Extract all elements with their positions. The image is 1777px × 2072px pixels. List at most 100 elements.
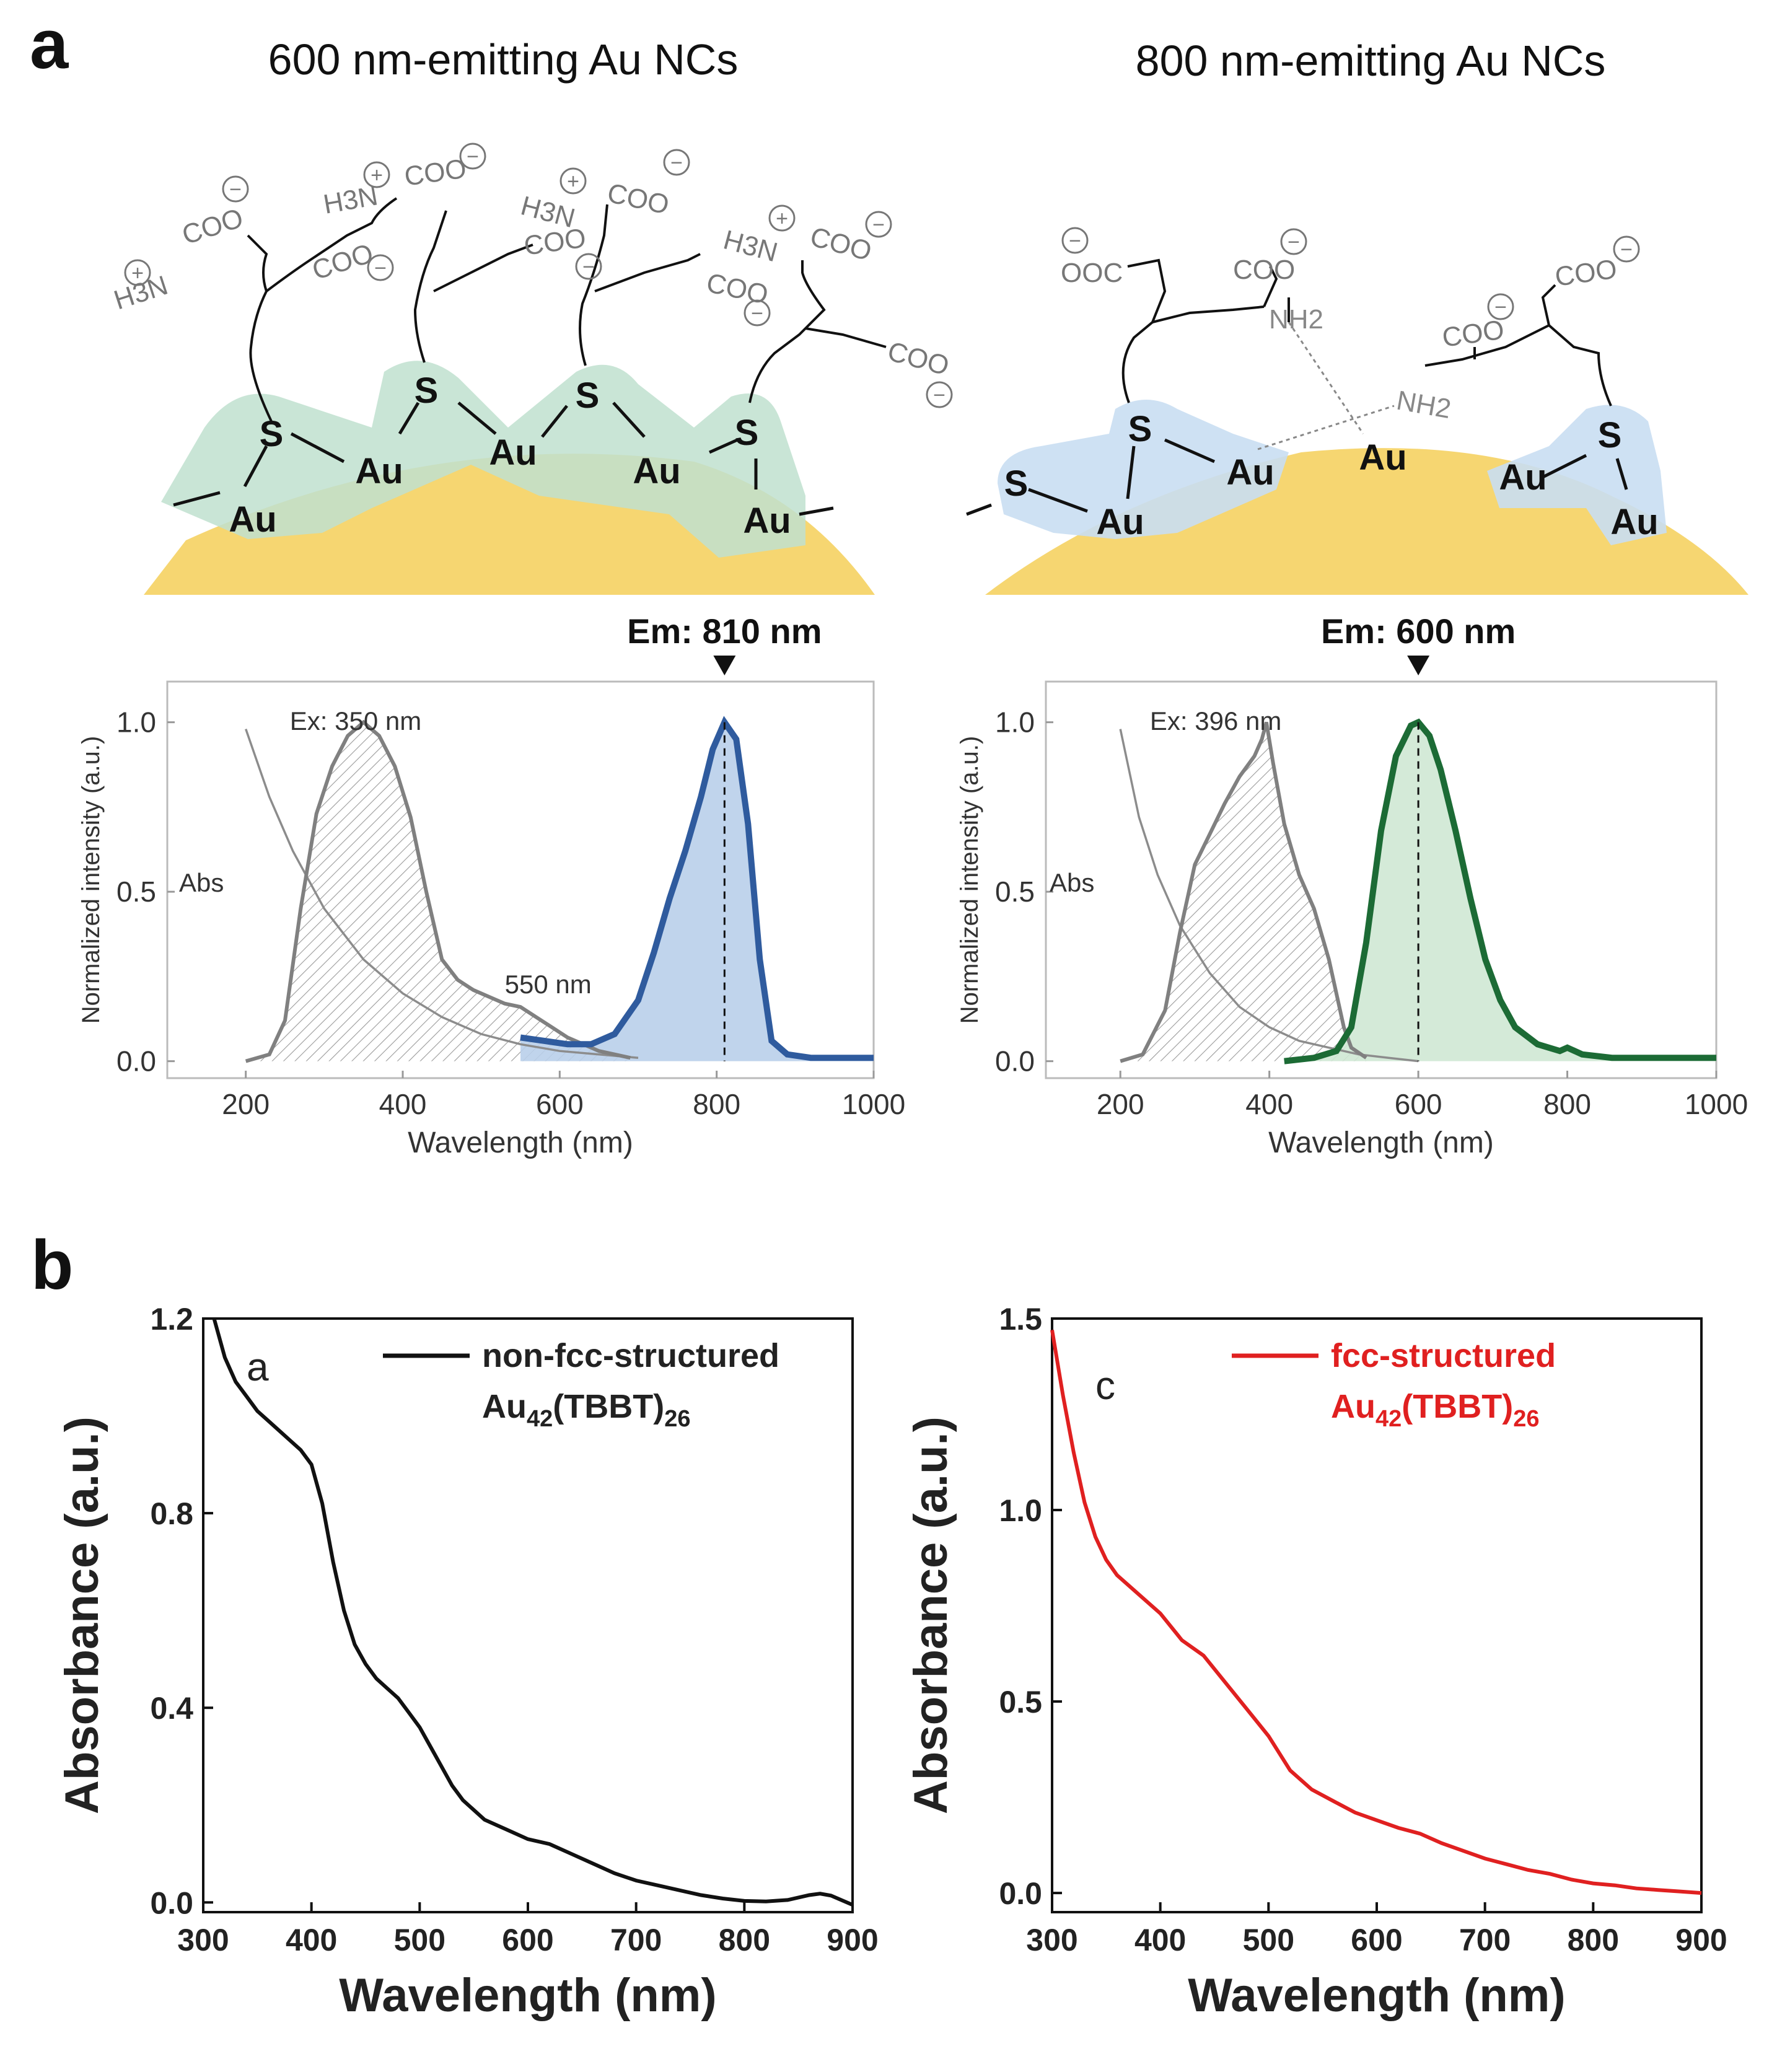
atom-au: Au — [1226, 452, 1274, 493]
y-axis-label: Normalized intensity (a.u.) — [77, 736, 105, 1024]
x-tick-label: 300 — [1026, 1923, 1077, 1957]
abs-label: Abs — [1050, 868, 1094, 897]
x-tick-label: 1000 — [1685, 1088, 1748, 1120]
staple-shell-left — [161, 361, 805, 558]
x-tick-label: 700 — [610, 1923, 662, 1957]
group-coo: COO — [403, 153, 468, 191]
x-tick-label: 800 — [719, 1923, 770, 1957]
atom-s: S — [1598, 415, 1622, 455]
series-line-emission — [1284, 718, 1716, 1065]
x-axis-label: Wavelength (nm) — [408, 1126, 633, 1159]
y-tick-label: 0.5 — [116, 876, 156, 908]
emission-area — [1284, 722, 1716, 1061]
y-tick-label: 1.5 — [999, 1302, 1042, 1337]
emission-peak-marker — [1407, 656, 1430, 675]
x-tick-label: 600 — [502, 1923, 553, 1957]
chart-600nm-spectra: 200 400 600 800 1000 0.0 0.5 1.0 Wavelength (nm)… — [77, 612, 905, 1159]
series-line-absorbance — [212, 1318, 854, 1907]
x-tick-label: 400 — [286, 1923, 337, 1957]
group-nh2: NH2 — [1269, 304, 1323, 335]
abs-label: Abs — [179, 868, 224, 897]
atom-s: S — [576, 375, 600, 416]
x-tick-label: 600 — [536, 1088, 584, 1120]
y-tick-label: 0.5 — [999, 1685, 1042, 1719]
group-coo: COO — [309, 238, 377, 286]
atom-s: S — [1128, 409, 1152, 449]
charge-plus: + — [371, 164, 383, 187]
x-tick-label: 800 — [1543, 1088, 1591, 1120]
plot-frame — [166, 680, 875, 1079]
schematic-600nm: S S S S Au Au Au Au Au H3N COO COO H3N C… — [110, 143, 953, 595]
y-tick-label: 0.5 — [995, 876, 1035, 908]
emission-peak-marker — [713, 656, 736, 675]
y-tick-label: 0.8 — [150, 1496, 193, 1531]
legend-formula-part: Au — [1331, 1388, 1376, 1425]
x-axis-label: Wavelength (nm) — [339, 1969, 716, 2022]
panel-a-right-title: 800 nm-emitting Au NCs — [1136, 37, 1606, 85]
group-coo: COO — [605, 178, 672, 221]
x-tick-label: 700 — [1459, 1923, 1511, 1957]
x-axis-label: Wavelength (nm) — [1188, 1969, 1565, 2022]
legend-formula: Au42(TBBT)26 — [1331, 1388, 1539, 1432]
chart-non-fcc-absorbance: 300 400 500 600 700 800 900 0.0 0.4 0.8 1.2 Wavelen… — [56, 1302, 879, 2022]
panel-a-label: a — [30, 6, 69, 83]
series-line-abs — [245, 729, 639, 1059]
charge-plus: + — [567, 170, 579, 193]
atom-au: Au — [355, 451, 403, 491]
charge-plus: + — [131, 261, 144, 285]
y-tick-label: 1.0 — [116, 706, 156, 739]
corner-label: c — [1095, 1363, 1115, 1408]
legend-formula-part: Au — [482, 1388, 527, 1425]
atom-s: S — [1004, 463, 1029, 504]
x-tick-label: 600 — [1351, 1923, 1402, 1957]
atom-au: Au — [1096, 502, 1144, 542]
legend-formula-part: 26 — [1513, 1406, 1539, 1432]
y-tick-label: 1.2 — [150, 1302, 193, 1337]
y-axis-label: Absorbance (a.u.) — [905, 1416, 957, 1814]
x-tick-label: 1000 — [842, 1088, 905, 1120]
y-tick-label: 0.0 — [116, 1045, 156, 1078]
x-tick-label: 900 — [1675, 1923, 1727, 1957]
atom-au: Au — [633, 451, 680, 491]
x-tick-label: 800 — [693, 1088, 740, 1120]
legend-formula-part: 26 — [664, 1406, 690, 1432]
x-tick-label: 400 — [379, 1088, 427, 1120]
charge-minus: − — [1069, 229, 1081, 253]
charge-minus: − — [1288, 230, 1300, 254]
charge-minus: − — [751, 302, 763, 325]
panel-b-label: b — [31, 1226, 73, 1304]
x-tick-label: 600 — [1395, 1088, 1442, 1120]
x-tick-label: 400 — [1134, 1923, 1186, 1957]
atom-au: Au — [489, 432, 537, 473]
atom-au: Au — [229, 499, 276, 540]
atom-s: S — [260, 414, 284, 454]
shoulder-label: 550 nm — [505, 970, 592, 999]
series-line-excitation — [1120, 721, 1367, 1063]
x-tick-label: 200 — [1097, 1088, 1144, 1120]
atom-au: Au — [743, 501, 791, 541]
group-coo: COO — [178, 203, 247, 251]
plot-frame — [1045, 680, 1718, 1079]
y-tick-label: 1.0 — [995, 706, 1035, 739]
group-coo: COO — [884, 336, 952, 381]
excitation-label: Ex: 396 nm — [1150, 706, 1281, 735]
excitation-label: Ex: 350 nm — [290, 706, 421, 735]
y-tick-label: 0.4 — [150, 1691, 193, 1726]
x-tick-label: 500 — [394, 1923, 445, 1957]
x-tick-label: 300 — [177, 1923, 229, 1957]
atom-s: S — [415, 371, 439, 411]
x-tick-label: 200 — [222, 1088, 270, 1120]
legend-text: non-fcc-structured — [482, 1337, 779, 1374]
y-axis-label: Normalized intensity (a.u.) — [956, 736, 983, 1024]
atom-au: Au — [1610, 502, 1658, 542]
charge-minus: − — [933, 384, 946, 407]
emission-area — [520, 722, 874, 1061]
y-tick-label: 0.0 — [999, 1876, 1042, 1911]
emission-label: Em: 600 nm — [1321, 612, 1516, 651]
staple-shell-right-b — [1487, 405, 1667, 545]
legend-formula-part: (TBBT) — [1402, 1388, 1513, 1425]
series-line-absorbance — [1050, 1330, 1702, 1895]
y-tick-label: 0.0 — [995, 1045, 1035, 1078]
group-coo: COO — [807, 221, 875, 266]
